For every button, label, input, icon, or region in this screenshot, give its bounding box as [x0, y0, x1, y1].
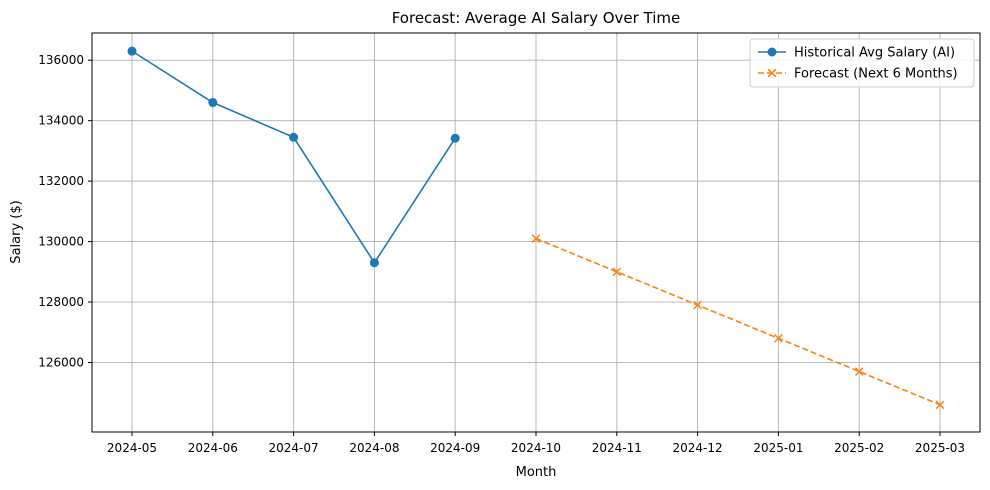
legend-box	[749, 38, 975, 88]
series-2	[531, 234, 945, 410]
data-point	[531, 234, 541, 243]
x-axis-label: Month	[516, 465, 557, 480]
grid-layer	[92, 33, 980, 432]
data-point	[127, 46, 137, 56]
data-point	[935, 400, 945, 410]
y-tick-label: 132000	[38, 174, 84, 188]
y-tick-label: 134000	[38, 114, 84, 128]
data-point	[774, 333, 783, 343]
x-tick-label: 2024-05	[107, 441, 157, 455]
x-tick-label: 2025-02	[834, 441, 884, 455]
x-tick-label: 2024-10	[511, 441, 561, 455]
series-line	[535, 237, 941, 406]
x-tick-label: 2024-12	[673, 441, 723, 455]
data-point	[693, 300, 702, 310]
legend-label: Historical Avg Salary (AI)	[794, 46, 955, 61]
x-tick-label: 2024-11	[592, 441, 642, 455]
chart-title: Forecast: Average AI Salary Over Time	[392, 9, 681, 27]
y-tick-label: 136000	[38, 53, 84, 67]
x-tick-label: 2024-07	[269, 441, 319, 455]
legend: Historical Avg Salary (AI) Forecast (Next…	[749, 38, 975, 88]
data-point	[369, 258, 379, 268]
legend-label: Forecast (Next 6 Months)	[794, 67, 958, 82]
data-point	[289, 132, 299, 142]
y-tick-label: 130000	[38, 235, 84, 249]
series-1	[127, 46, 460, 268]
series-layer	[127, 46, 945, 410]
ticks-layer: 2024-05 2024-06 2024-07 2024-08 2024-09 2024-…	[38, 53, 965, 455]
data-point	[612, 267, 622, 277]
legend-swatch-marker	[767, 68, 777, 78]
x-tick-label: 2024-08	[349, 441, 399, 455]
y-tick-label: 128000	[38, 295, 84, 309]
data-point	[854, 367, 864, 376]
x-tick-label: 2025-01	[753, 441, 803, 455]
data-point	[450, 133, 460, 143]
y-tick-label: 126000	[38, 355, 84, 369]
x-tick-label: 2024-09	[430, 441, 480, 455]
legend-swatch-marker	[767, 47, 777, 57]
data-point	[208, 98, 218, 108]
x-tick-label: 2025-03	[915, 441, 965, 455]
x-tick-label: 2024-06	[188, 441, 238, 455]
y-axis-label: Salary ($)	[9, 200, 24, 263]
